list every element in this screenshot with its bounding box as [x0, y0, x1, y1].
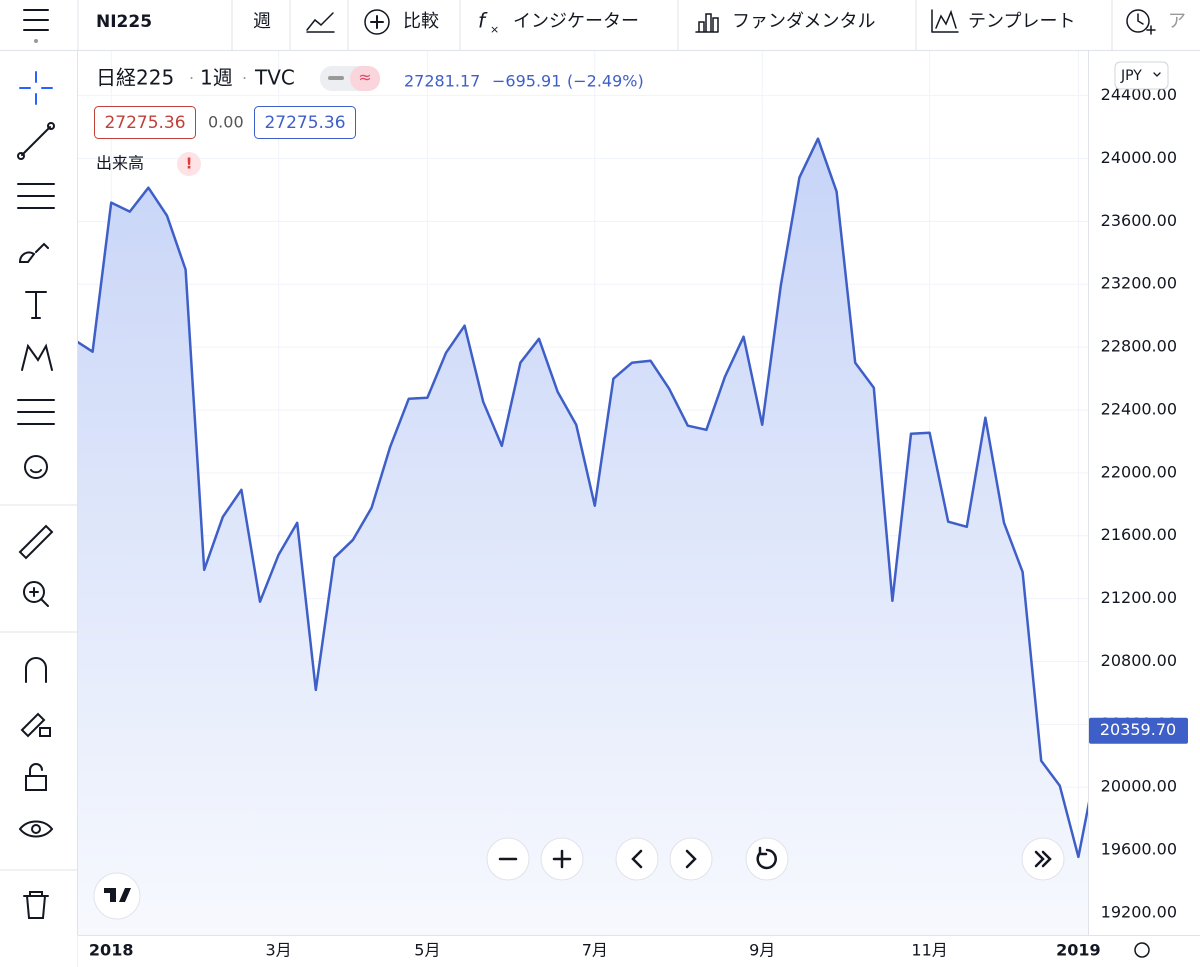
tv-logo[interactable]: [93, 872, 141, 920]
fx-icon-x: ×: [490, 23, 499, 36]
trendline-tool[interactable]: [17, 122, 55, 160]
y-tick-label: 24400.00: [1101, 85, 1177, 104]
area-fill: [78, 138, 1088, 935]
text-tool[interactable]: [25, 291, 47, 319]
chart-style-button[interactable]: [306, 12, 335, 33]
toggle-icon: ≈: [358, 68, 371, 87]
y-tick-label: 19200.00: [1101, 902, 1177, 921]
bid-box[interactable]: [94, 106, 196, 139]
symbol[interactable]: NI225: [96, 12, 152, 32]
y-tick-label: 22000.00: [1101, 462, 1177, 481]
currency-box[interactable]: [1114, 61, 1169, 90]
x-tick-label: 9月: [749, 941, 775, 960]
ask[interactable]: 27275.36: [264, 113, 345, 133]
interval-button[interactable]: 週: [253, 11, 271, 32]
price-axis: [1088, 51, 1200, 935]
lock-drawing-tool[interactable]: [20, 712, 51, 738]
legend-last: 27281.17: [404, 72, 480, 91]
x-tick-label: 2018: [89, 941, 134, 960]
delete-tool[interactable]: [23, 891, 49, 919]
y-tick-label: 22800.00: [1101, 337, 1177, 356]
legend-change: −695.91: [492, 72, 561, 91]
y-tick-label: 24000.00: [1101, 148, 1177, 167]
indicators-button[interactable]: インジケーター: [513, 11, 639, 32]
y-tick-label: 23200.00: [1101, 274, 1177, 293]
axes: 19200.0019600.0020000.0020400.0020800.00…: [89, 85, 1188, 960]
y-tick-label: 19600.00: [1101, 840, 1177, 859]
reset-button[interactable]: [745, 837, 789, 881]
emoji-tool[interactable]: [24, 455, 48, 479]
y-tick-label: 23600.00: [1101, 211, 1177, 230]
alert-button[interactable]: ア: [1168, 11, 1186, 32]
menu-button[interactable]: [23, 9, 49, 43]
legend-exchange: TVC: [254, 66, 295, 90]
legend-name: 日経225: [96, 66, 174, 90]
y-tick-label: 20800.00: [1101, 651, 1177, 670]
price-line: [78, 137, 1088, 859]
time-axis: [0, 935, 1200, 967]
last-price-label: 20359.70: [1100, 720, 1176, 739]
last-price-marker: [1089, 717, 1188, 744]
zoom-tool[interactable]: [23, 581, 49, 607]
compare-button[interactable]: 比較: [403, 11, 439, 32]
crosshair-tool[interactable]: [19, 71, 53, 105]
x-tick-label: 2019: [1056, 941, 1101, 960]
bid[interactable]: 27275.36: [104, 113, 185, 133]
legend-dot: ·: [242, 69, 247, 88]
brush-tool[interactable]: [18, 242, 49, 263]
fundamentals-button[interactable]: ファンダメンタル: [732, 11, 875, 32]
fx-icon: f: [478, 9, 488, 33]
y-tick-label: 21200.00: [1101, 588, 1177, 607]
scroll-left-button[interactable]: [615, 837, 659, 881]
fib-tool[interactable]: [17, 183, 55, 209]
x-tick-label: 11月: [911, 941, 947, 960]
y-tick-label: 21600.00: [1101, 525, 1177, 544]
left-toolbar: [0, 51, 77, 967]
legend-interval: 1週: [200, 66, 233, 90]
plot-area: [78, 51, 1088, 935]
nav-buttons: [93, 837, 1065, 920]
templates-button[interactable]: テンプレート: [968, 11, 1075, 32]
magnet-tool[interactable]: [25, 657, 47, 683]
top-toolbar: [0, 0, 1200, 50]
y-tick-label: 20000.00: [1101, 777, 1177, 796]
scroll-right-button[interactable]: [669, 837, 713, 881]
x-tick-label: 7月: [582, 941, 608, 960]
settings-button[interactable]: [1134, 942, 1150, 958]
prediction-tool[interactable]: [17, 399, 55, 425]
warning-badge[interactable]: [177, 152, 201, 176]
ruler-tool[interactable]: [18, 524, 54, 560]
x-tick-label: 5月: [414, 941, 440, 960]
ask-box[interactable]: [254, 106, 356, 139]
volume-label: 出来高: [96, 154, 144, 173]
legend-dot: ·: [189, 69, 194, 88]
legend-change-pct: (−2.49%): [567, 72, 644, 91]
spread: 0.00: [208, 113, 244, 132]
pattern-tool[interactable]: [21, 343, 53, 371]
lock-tool[interactable]: [25, 763, 47, 791]
y-tick-label: 22400.00: [1101, 399, 1177, 418]
visibility-tool[interactable]: [18, 820, 54, 838]
warning[interactable]: !: [186, 155, 193, 173]
currency[interactable]: JPY: [1120, 68, 1142, 84]
x-tick-label: 3月: [266, 941, 292, 960]
